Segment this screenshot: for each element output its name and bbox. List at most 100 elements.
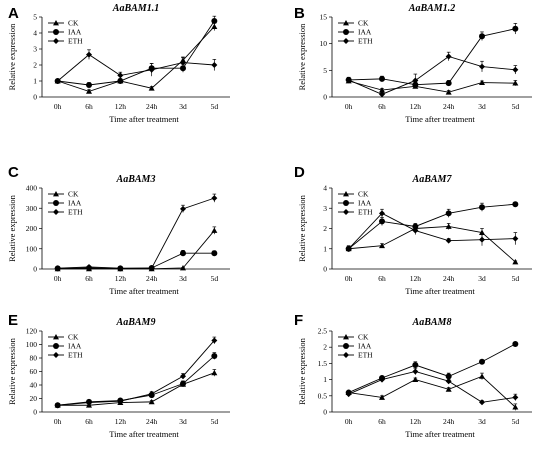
x-tick-label: 5d xyxy=(512,417,520,426)
x-tick-label: 24h xyxy=(146,417,158,426)
y-tick-label: 3 xyxy=(33,45,37,54)
data-point-eth xyxy=(148,265,155,272)
series-line-eth xyxy=(57,340,215,406)
data-point-iaa xyxy=(211,250,218,257)
legend-label-ck: CK xyxy=(358,190,369,199)
x-tick-label: 3d xyxy=(179,102,187,111)
x-tick-label: 24h xyxy=(443,417,455,426)
series-line-ck xyxy=(57,26,215,92)
x-tick-label: 0h xyxy=(54,102,62,111)
series-line-eth xyxy=(57,54,215,82)
series-line-iaa xyxy=(57,252,215,269)
legend-label-ck: CK xyxy=(358,333,369,342)
data-point-eth xyxy=(86,263,92,270)
legend-marker-eth xyxy=(53,352,59,358)
x-tick-label: 3d xyxy=(179,274,187,283)
legend-marker-iaa xyxy=(343,343,349,349)
x-tick-label: 0h xyxy=(345,417,353,426)
x-tick-label: 0h xyxy=(345,274,353,283)
data-point-eth xyxy=(379,376,385,383)
data-point-ck xyxy=(86,88,92,94)
data-point-iaa xyxy=(445,210,452,217)
legend-marker-eth xyxy=(53,38,59,44)
data-point-iaa xyxy=(211,18,218,24)
y-tick-label: 4 xyxy=(33,29,37,38)
data-point-ck xyxy=(445,223,452,229)
data-point-iaa xyxy=(412,362,419,369)
chart-title: AaBAM3 xyxy=(116,174,156,185)
legend-marker-eth xyxy=(343,352,349,358)
legend-marker-ck xyxy=(343,20,349,26)
data-point-eth xyxy=(479,399,485,406)
chart-title: AaBAM1.2 xyxy=(408,3,455,14)
x-tick-label: 24h xyxy=(443,102,455,111)
data-point-ck xyxy=(211,369,218,376)
y-tick-label: 1 xyxy=(323,375,327,384)
y-tick-label: 20 xyxy=(30,394,38,403)
data-point-iaa xyxy=(512,201,519,208)
x-tick-label: 6h xyxy=(378,417,386,426)
legend-marker-iaa xyxy=(53,200,59,206)
series-line-iaa xyxy=(348,28,516,86)
data-point-ck xyxy=(379,87,385,93)
data-point-eth xyxy=(54,78,61,84)
y-axis-title: Relative expression xyxy=(297,337,307,405)
series-line-eth xyxy=(57,197,215,269)
y-tick-label: 2 xyxy=(323,224,327,233)
x-tick-label: 3d xyxy=(478,102,486,111)
legend-label-iaa: IAA xyxy=(358,28,372,37)
x-tick-label: 6h xyxy=(85,417,93,426)
y-tick-label: 1.5 xyxy=(318,359,328,368)
data-point-iaa xyxy=(479,358,485,365)
x-tick-label: 5d xyxy=(512,274,520,283)
data-point-iaa xyxy=(211,352,218,359)
data-point-iaa xyxy=(117,78,124,84)
data-point-eth xyxy=(345,245,352,252)
series-line-eth xyxy=(348,212,516,250)
legend-label-eth: ETH xyxy=(68,208,83,217)
chart-title: AaBAM9 xyxy=(116,317,156,328)
x-tick-label: 0h xyxy=(54,274,62,283)
legend-label-iaa: IAA xyxy=(68,28,82,37)
legend-label-ck: CK xyxy=(358,19,369,28)
y-tick-label: 0 xyxy=(33,265,37,274)
data-point-eth xyxy=(512,66,519,73)
data-point-iaa xyxy=(180,65,186,72)
legend-label-eth: ETH xyxy=(68,351,83,360)
series-line-iaa xyxy=(348,343,516,393)
legend-label-eth: ETH xyxy=(358,208,373,217)
y-tick-label: 100 xyxy=(26,340,38,349)
x-tick-label: 6h xyxy=(378,274,386,283)
data-point-eth xyxy=(211,337,218,344)
y-axis-title: Relative expression xyxy=(7,194,17,262)
legend-marker-iaa xyxy=(53,343,59,349)
x-tick-label: 24h xyxy=(443,274,455,283)
x-tick-label: 12h xyxy=(115,102,127,111)
y-tick-label: 0 xyxy=(33,408,37,417)
x-tick-label: 5d xyxy=(211,102,219,111)
y-tick-label: 10 xyxy=(320,39,328,48)
series-line-iaa xyxy=(57,20,215,86)
chart-title: AaBAM7 xyxy=(412,174,453,185)
data-point-eth xyxy=(54,402,61,409)
y-tick-label: 1 xyxy=(323,244,327,253)
data-point-ck xyxy=(379,394,385,400)
data-point-eth xyxy=(86,399,92,406)
data-point-eth xyxy=(148,390,155,397)
data-point-iaa xyxy=(512,340,519,347)
legend-label-iaa: IAA xyxy=(358,199,372,208)
panel-letter: C xyxy=(8,164,19,181)
panel-letter: F xyxy=(294,312,303,329)
chart-panel-f: F AaBAM8 0 0.5 1 1.5 2 2.5 0h 6h 12h 24h 3d 5d Time af… xyxy=(294,312,532,439)
data-point-eth xyxy=(445,378,452,385)
x-tick-label: 12h xyxy=(410,274,422,283)
data-point-ck xyxy=(512,258,519,265)
series-line-eth xyxy=(348,371,516,403)
legend-label-iaa: IAA xyxy=(358,342,372,351)
data-point-iaa xyxy=(445,373,452,380)
data-point-ck xyxy=(148,398,155,405)
chart-panel-a: A AaBAM1.1 0 1 2 3 4 5 0h 6h 12h 24h 3d 5d Time after … xyxy=(7,3,230,124)
chart-panel-b: B AaBAM1.2 0 5 10 15 0h 6h 12h 24h 3d 5d Time after … xyxy=(294,3,532,124)
data-point-eth xyxy=(86,51,92,58)
data-point-iaa xyxy=(479,204,485,211)
